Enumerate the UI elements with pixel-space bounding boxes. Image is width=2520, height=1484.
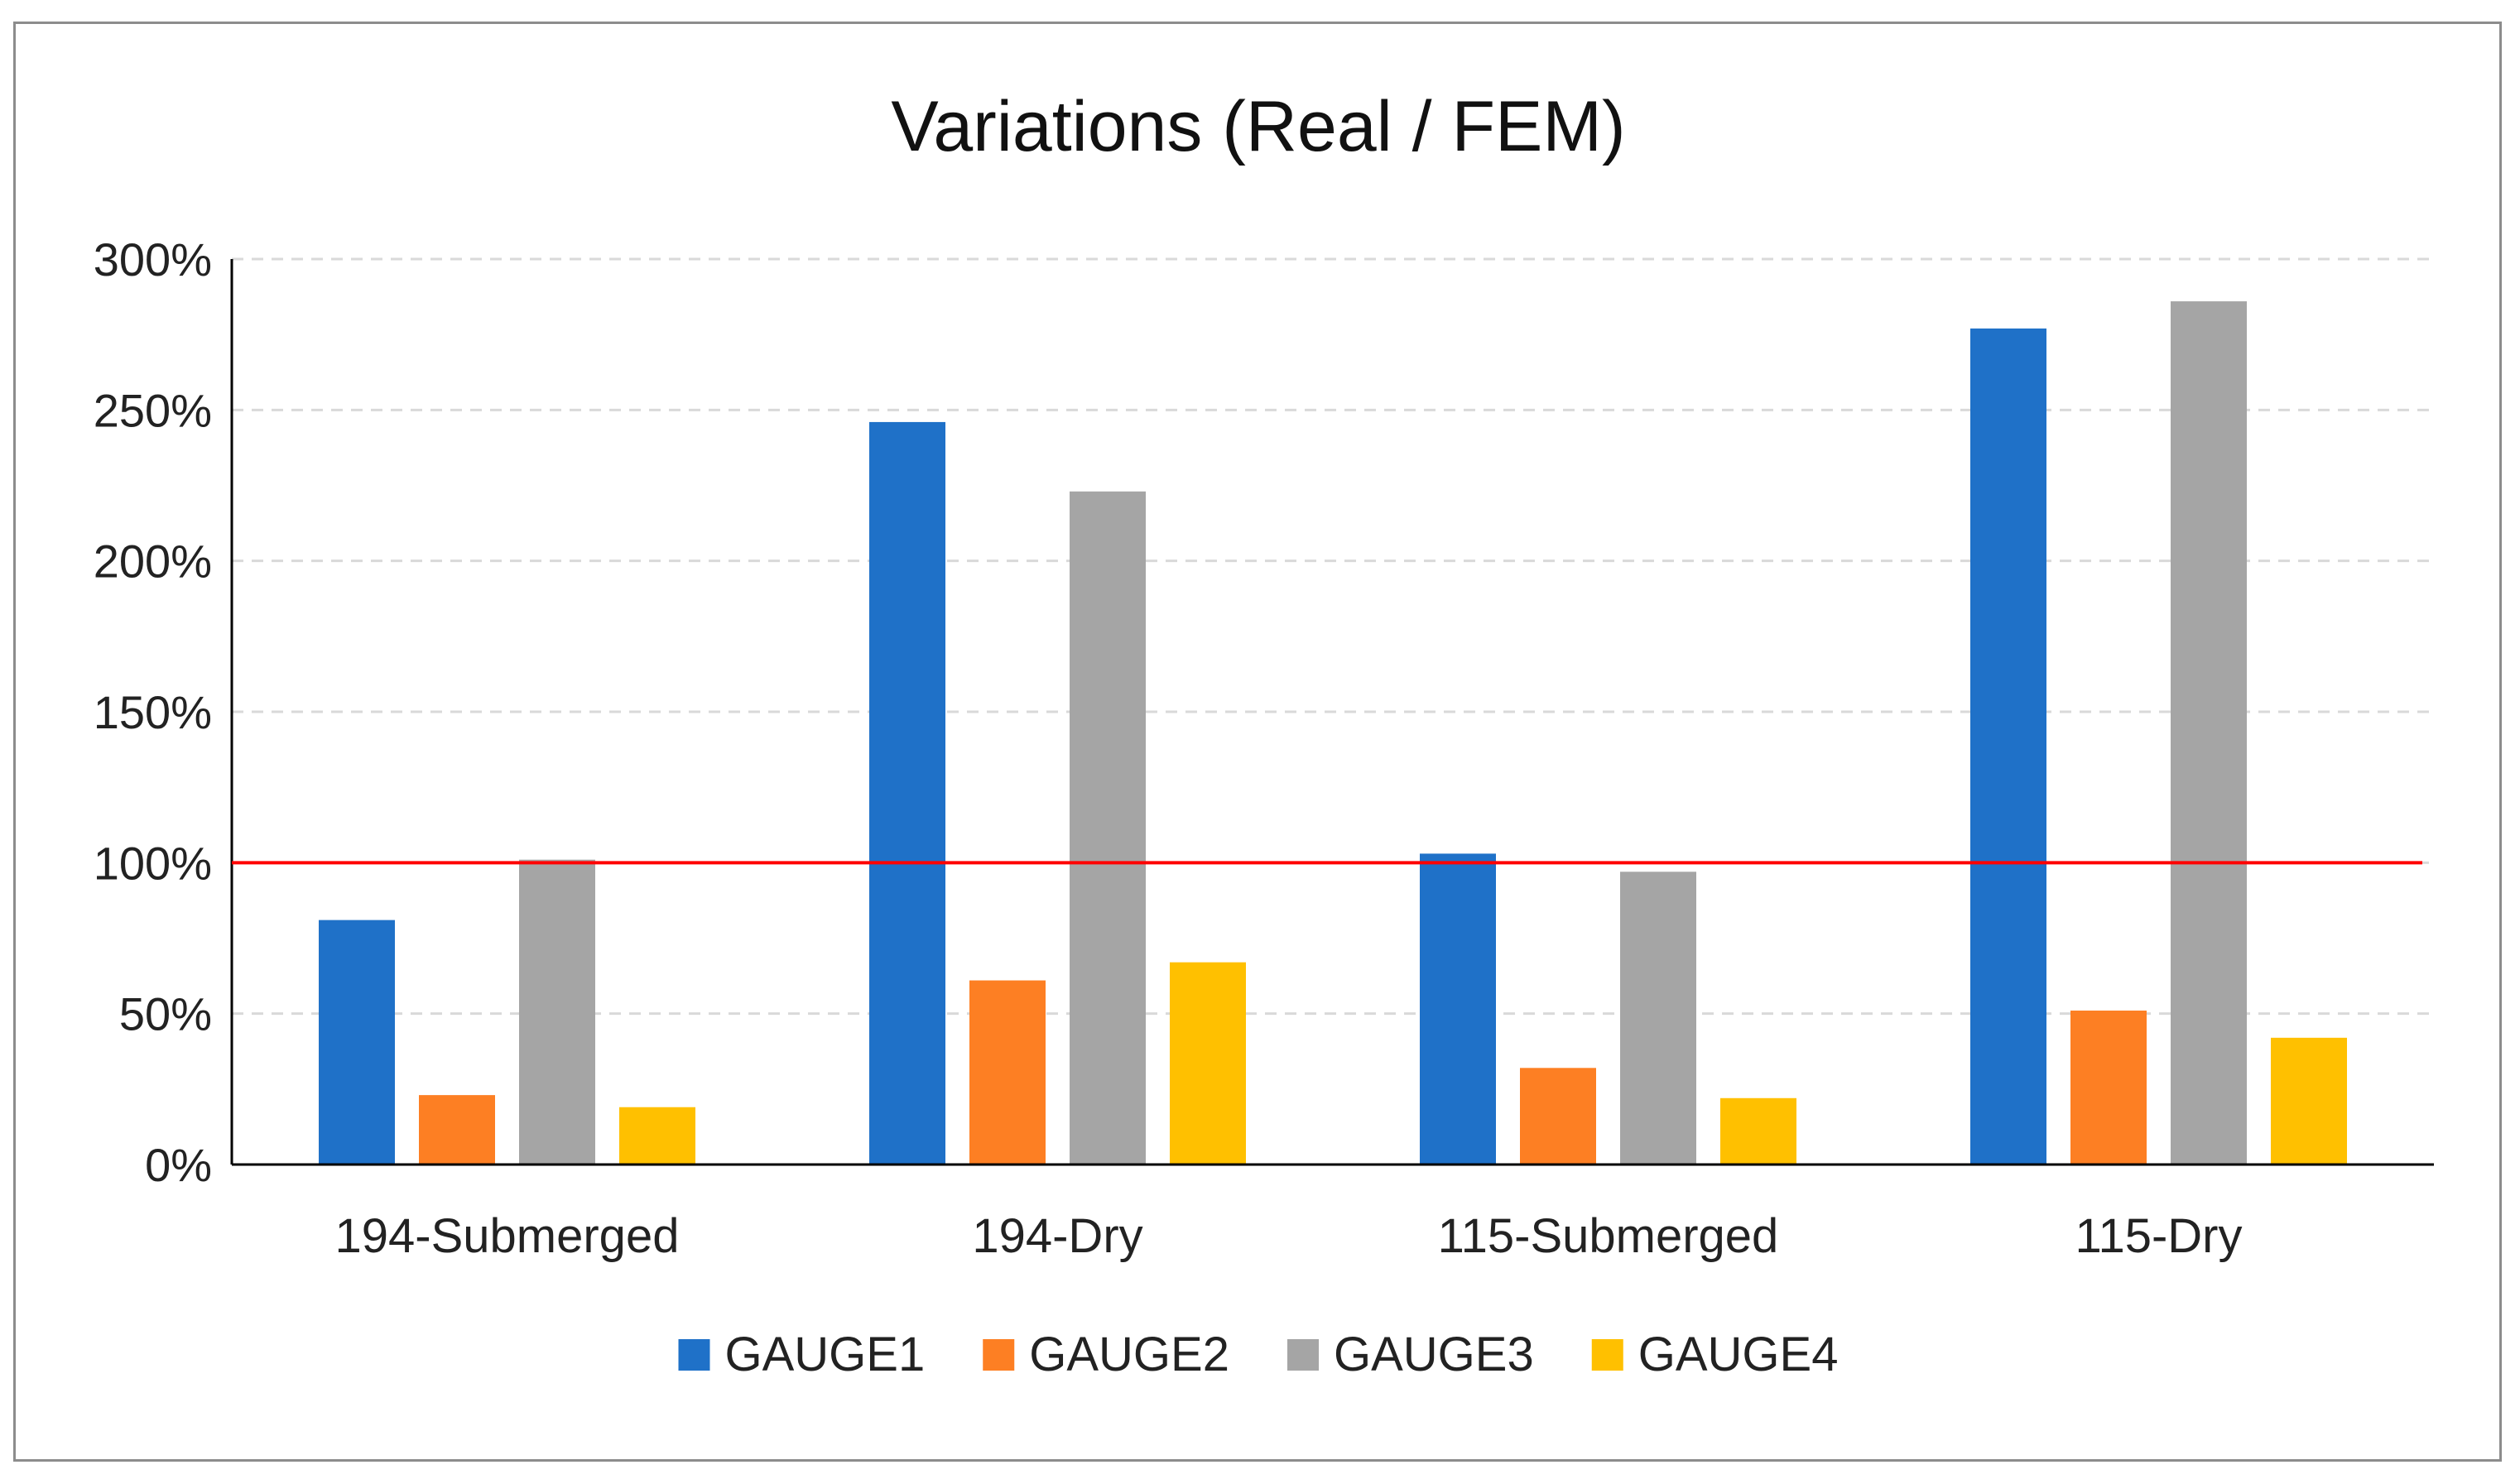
chart-frame <box>13 22 2502 1462</box>
x-category-label: 115-Dry <box>2075 1209 2243 1263</box>
y-tick-label: 100% <box>94 837 212 889</box>
y-tick-labels: 0% 50% 100% 150% 200% 250% 300% <box>94 233 212 1191</box>
bars <box>319 301 2347 1165</box>
y-tick-label: 50% <box>119 988 212 1040</box>
bar-gauge1-194-dry <box>869 421 945 1165</box>
bar-gauge2-194-submerged <box>419 1095 495 1165</box>
legend-swatch-gauge4 <box>1591 1339 1623 1371</box>
legend-swatch-gauge1 <box>678 1339 710 1371</box>
bar-gauge4-115-dry <box>2271 1037 2347 1165</box>
legend: GAUGE1 GAUGE2 GAUGE3 GAUGE4 <box>678 1328 1839 1381</box>
bar-gauge4-194-submerged <box>619 1107 695 1165</box>
y-tick-label: 150% <box>94 686 212 738</box>
bar-gauge2-115-submerged <box>1520 1068 1596 1165</box>
bar-gauge3-115-submerged <box>1620 872 1696 1165</box>
x-category-labels: 194-Submerged 194-Dry 115-Submerged 115-Dry <box>335 1209 2243 1263</box>
axes <box>230 259 2434 1166</box>
bar-gauge3-194-submerged <box>519 859 595 1165</box>
legend-label-gauge3: GAUGE3 <box>1334 1328 1534 1381</box>
bar-gauge4-115-submerged <box>1720 1097 1796 1165</box>
x-category-label: 194-Dry <box>972 1209 1142 1263</box>
bar-gauge3-194-dry <box>1070 491 1146 1165</box>
legend-swatch-gauge3 <box>1287 1339 1319 1371</box>
bar-gauge2-115-dry <box>2070 1011 2147 1165</box>
y-tick-label: 300% <box>94 233 212 286</box>
bar-gauge1-115-submerged <box>1420 853 1496 1165</box>
x-category-label: 194-Submerged <box>335 1209 680 1263</box>
legend-label-gauge4: GAUGE4 <box>1638 1328 1839 1381</box>
legend-label-gauge1: GAUGE1 <box>725 1328 926 1381</box>
bar-gauge3-115-dry <box>2171 301 2247 1165</box>
y-tick-label: 200% <box>94 535 212 588</box>
x-category-label: 115-Submerged <box>1438 1209 1779 1263</box>
bar-gauge1-115-dry <box>1970 328 2046 1165</box>
y-tick-label: 250% <box>94 384 212 436</box>
legend-label-gauge2: GAUGE2 <box>1029 1328 1229 1381</box>
bar-gauge2-194-dry <box>969 980 1046 1165</box>
y-tick-label: 0% <box>145 1139 212 1191</box>
bar-gauge1-194-submerged <box>319 920 395 1165</box>
chart-title: Variations (Real / FEM) <box>891 87 1625 166</box>
bar-gauge4-194-dry <box>1170 962 1246 1165</box>
legend-swatch-gauge2 <box>983 1339 1015 1371</box>
